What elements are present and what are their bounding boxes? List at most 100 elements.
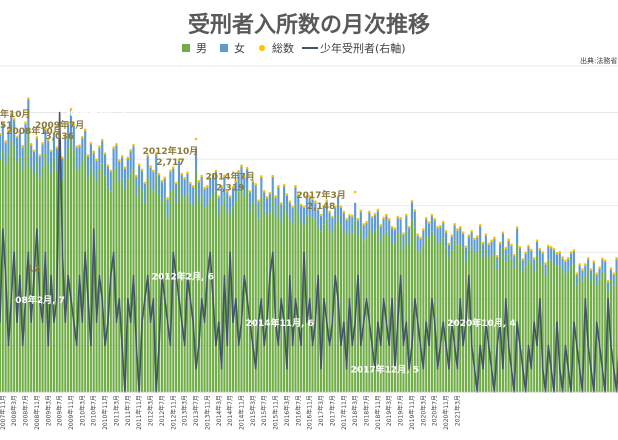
dot-total — [95, 158, 98, 161]
dot-total — [328, 210, 331, 214]
bar-male — [410, 219, 414, 392]
dot-total — [464, 245, 468, 248]
bar-male — [405, 231, 408, 392]
dot-total — [41, 142, 44, 145]
bar-female — [359, 210, 362, 229]
dot-total — [461, 231, 465, 235]
bar-female — [69, 109, 73, 136]
bar-female — [507, 239, 510, 255]
bar-male — [558, 265, 561, 392]
dot-total — [458, 225, 462, 229]
dot-total — [152, 169, 155, 173]
annotation-label: 2017年12月, 5 — [351, 364, 419, 376]
bar-female — [50, 150, 53, 174]
dot-total — [183, 176, 186, 180]
dot-total — [470, 230, 473, 233]
dot-total — [234, 179, 238, 183]
dot-total — [132, 143, 135, 147]
bar-male — [135, 196, 138, 392]
bar-female — [558, 252, 561, 266]
dot-total — [21, 144, 24, 148]
bar-male — [445, 246, 448, 392]
bar-female — [126, 157, 129, 180]
bar-female — [427, 222, 431, 239]
dot-total — [109, 169, 113, 173]
bar-female — [476, 236, 479, 252]
bar-female — [328, 211, 331, 229]
bar-female — [288, 201, 291, 220]
bar-female — [439, 226, 442, 243]
bar-female — [30, 144, 33, 168]
bar-female — [504, 248, 507, 262]
dot-total — [123, 166, 127, 169]
bar-female — [587, 258, 590, 271]
bar-female — [246, 167, 249, 189]
dot-total — [203, 186, 206, 190]
bar-male — [325, 218, 328, 392]
bar-female — [518, 247, 522, 261]
bar-female — [382, 217, 385, 235]
dot-total — [191, 184, 195, 188]
bar-female — [152, 170, 155, 192]
bar-male — [126, 179, 129, 392]
bar-male — [473, 253, 476, 392]
bar-male — [209, 198, 212, 392]
bar-female — [533, 258, 536, 271]
x-tick-label: 2011年11月 — [135, 395, 143, 430]
dot-total — [524, 251, 527, 255]
bar-male — [197, 201, 200, 392]
bar-female — [470, 231, 473, 247]
dot-total — [86, 154, 90, 157]
bar-female — [175, 182, 178, 203]
bar-female — [445, 231, 448, 247]
dot-total — [595, 272, 598, 276]
x-tick-label: 2009年3月 — [44, 395, 52, 426]
dot-total — [433, 217, 437, 221]
bar-female — [248, 191, 252, 211]
annotation-label: 2012年2月, 6 — [152, 271, 214, 283]
bar-female — [212, 174, 215, 195]
dot-total — [484, 233, 488, 236]
dot-total — [382, 216, 385, 220]
x-tick-label: 2016年11月 — [306, 395, 314, 430]
bar-female — [479, 225, 482, 242]
bar-female — [510, 244, 513, 259]
dot-total — [61, 156, 64, 160]
bar-female — [192, 186, 195, 206]
dot-total — [351, 214, 354, 218]
dot-total — [75, 145, 78, 148]
dot-total — [493, 236, 496, 240]
dot-total — [393, 227, 397, 230]
bar-female — [155, 153, 158, 176]
bar-female — [61, 157, 64, 180]
dot-total — [140, 168, 144, 172]
bar-male — [237, 191, 240, 392]
dot-total — [316, 207, 320, 211]
bar-female — [373, 214, 377, 231]
dot-total — [52, 131, 56, 135]
bar-female — [314, 201, 317, 220]
dot-total — [385, 213, 388, 217]
bar-male — [41, 166, 44, 392]
bar-male — [257, 218, 260, 392]
bar-male — [271, 196, 274, 392]
bar-female — [106, 165, 109, 188]
dot-total — [29, 142, 33, 146]
dot-total — [342, 210, 346, 214]
chart-source: 出典:法務省 — [580, 56, 617, 65]
dot-total — [453, 223, 456, 226]
bar-female — [280, 203, 283, 222]
bar-male — [436, 242, 439, 392]
bar-female — [149, 166, 152, 189]
bar-male — [575, 284, 578, 392]
dot-total — [7, 128, 10, 132]
bar-female — [601, 258, 604, 271]
dot-total — [83, 128, 87, 132]
dot-total — [447, 242, 451, 246]
dot-total — [376, 208, 380, 212]
dot-total — [498, 241, 502, 245]
bar-female — [456, 229, 459, 245]
dot-total — [592, 260, 596, 263]
bar-male — [302, 224, 306, 392]
